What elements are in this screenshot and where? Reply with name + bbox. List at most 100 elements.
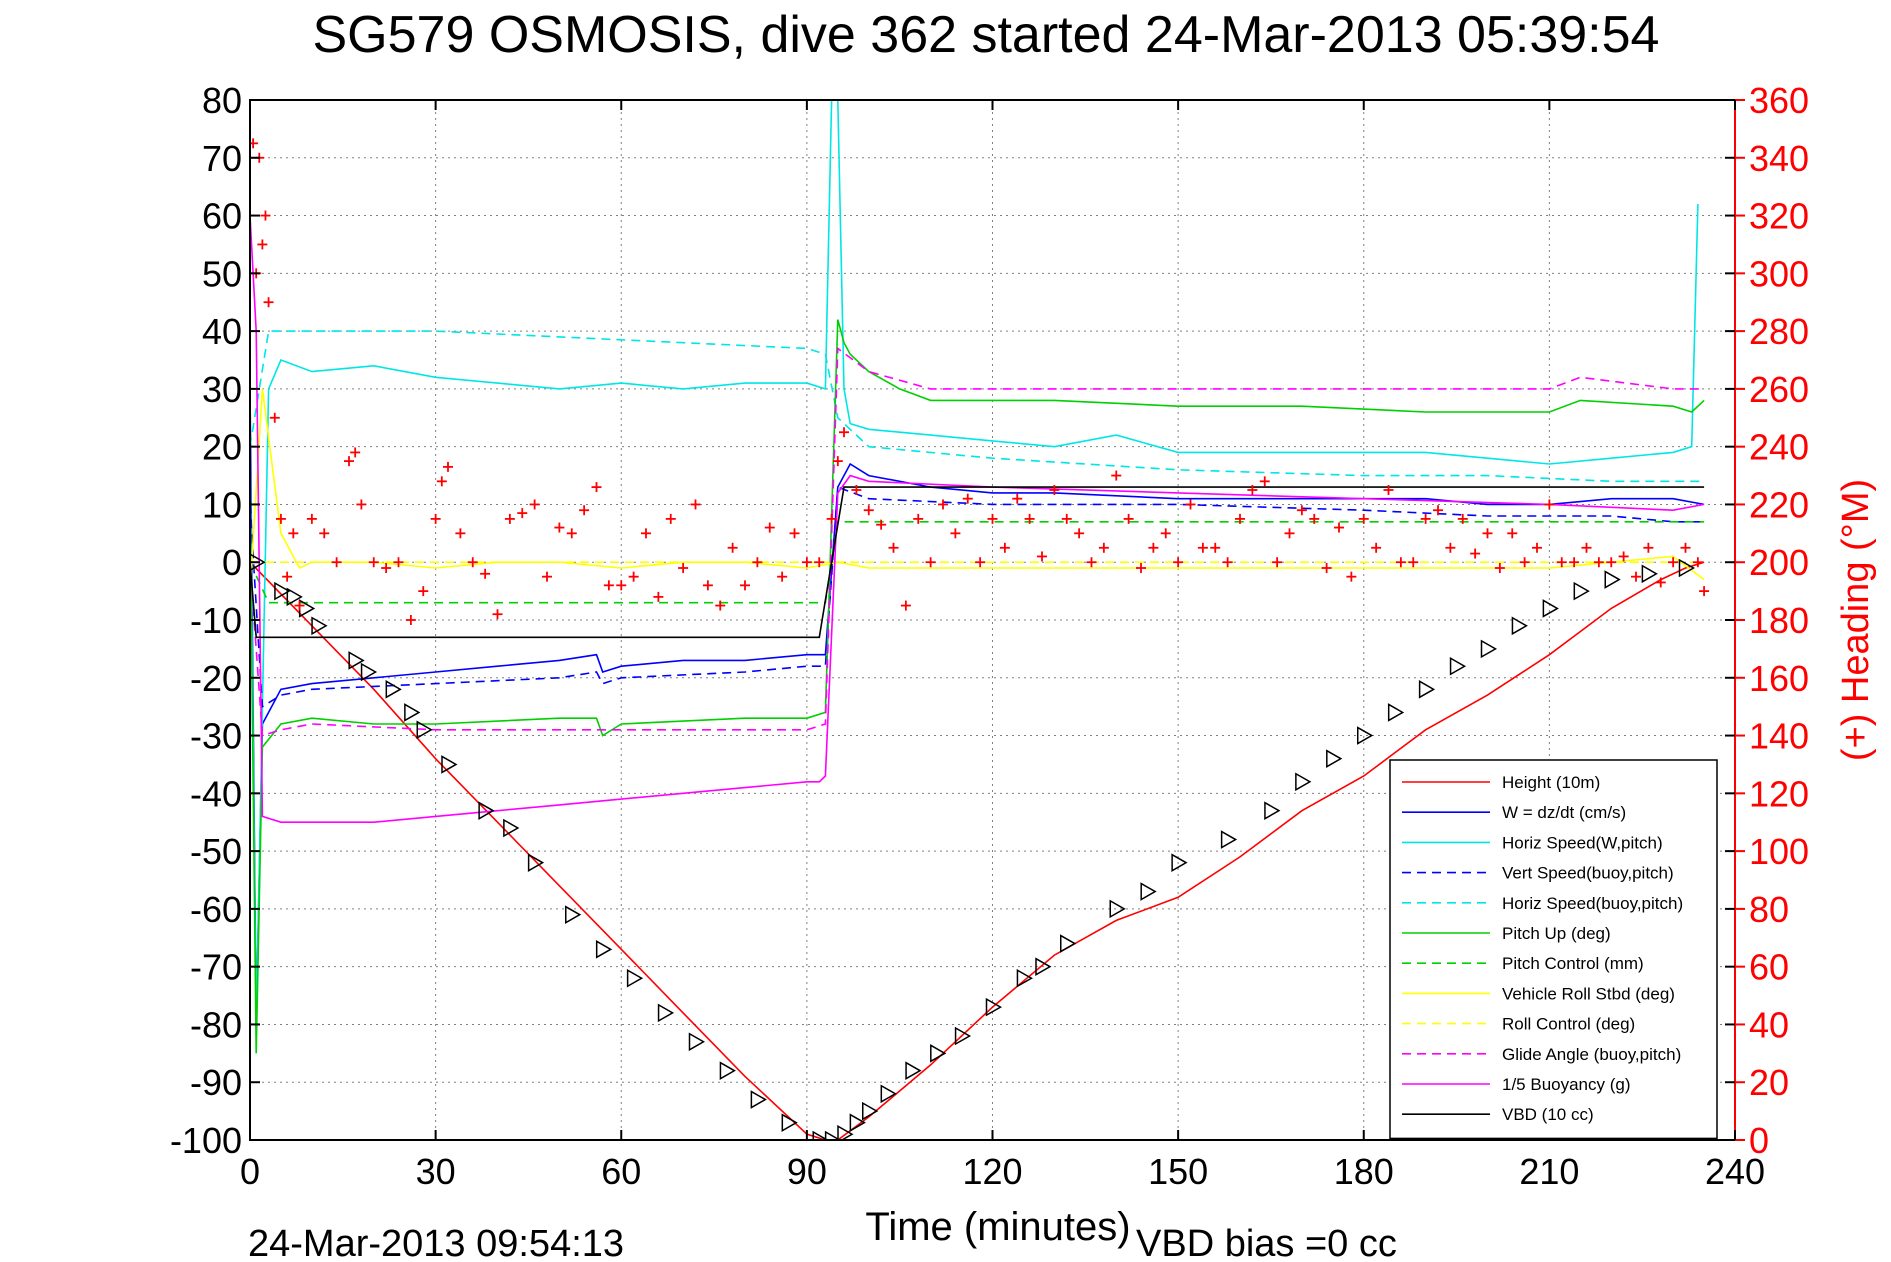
y-tick-label: 0 [222,542,242,583]
heading-marker [678,563,689,573]
x-tick-label: 240 [1705,1151,1765,1192]
triangle-marker [719,1061,736,1080]
heading-marker [814,557,825,568]
triangle-marker [595,940,613,959]
heading-marker [1482,528,1493,539]
triangle-marker [1480,639,1498,659]
triangle-marker [1641,564,1658,584]
legend-label: Vehicle Roll Stbd (deg) [1502,984,1675,1003]
y2-tick-label: 120 [1749,773,1809,814]
heading-marker [987,513,998,524]
heading-marker [288,528,299,539]
triangle-marker [1140,882,1157,901]
heading-marker [1519,557,1530,568]
triangle-marker [478,801,495,820]
heading-marker [1173,557,1184,568]
heading-marker [851,485,862,495]
heading-marker [331,557,342,568]
heading-marker [752,557,763,568]
heading-marker [269,412,280,423]
heading-marker [529,499,540,510]
heading-marker [1037,551,1047,562]
y2-tick-label: 340 [1749,138,1809,179]
series-line-11 [250,486,1705,639]
heading-marker [504,513,515,524]
x-tick-label: 120 [962,1151,1022,1192]
heading-marker [1160,528,1171,539]
heading-marker [1136,563,1146,573]
heading-marker [275,513,286,524]
triangle-marker [905,1061,922,1080]
y2-tick-label: 260 [1749,369,1809,410]
heading-marker [1544,499,1555,510]
triangle-marker [985,997,1003,1017]
heading-marker [1148,542,1159,553]
triangle-marker [1326,749,1343,768]
x-axis-label: Time (minutes) [865,1205,1130,1249]
y-tick-label: -80 [190,1004,242,1045]
heading-marker [1012,493,1023,504]
heading-marker [832,456,843,467]
triangle-marker [837,1124,854,1140]
triangle-marker [1220,830,1238,849]
triangle-marker [880,1084,897,1104]
triangle-marker [503,818,520,838]
heading-marker [1692,557,1703,568]
y-tick-label: -60 [190,889,242,930]
legend-label: 1/5 Buoyancy (g) [1502,1075,1631,1094]
heading-marker [443,461,453,472]
x-tick-label: 90 [787,1151,827,1192]
triangle-marker [1387,703,1405,722]
heading-marker [1433,505,1443,516]
heading-marker [319,528,330,539]
y2-tick-label: 200 [1749,542,1809,583]
heading-marker [368,557,379,568]
heading-marker [492,609,503,620]
heading-marker [616,580,627,591]
heading-marker [467,557,478,568]
triangle-marker [360,662,378,682]
heading-marker [1606,557,1617,568]
y-tick-label: -10 [190,600,242,641]
triangle-marker [1573,581,1590,601]
heading-marker [517,508,528,519]
heading-marker [653,591,664,602]
legend-label: Glide Angle (buoy,pitch) [1502,1045,1681,1064]
heading-marker [1259,476,1270,487]
y2-tick-label: 0 [1749,1120,1769,1161]
heading-marker [1272,557,1283,568]
y-tick-label: -40 [190,773,242,814]
heading-marker [1699,586,1710,597]
heading-marker [839,427,849,438]
y2-tick-label: 300 [1749,253,1809,294]
triangle-marker [1678,558,1696,578]
legend-label: Roll Control (deg) [1502,1015,1635,1034]
legend-label: Horiz Speed(W,pitch) [1502,833,1663,852]
heading-marker [925,557,936,568]
heading-marker [999,542,1010,553]
series-layer [250,100,1710,1140]
heading-marker [260,210,271,221]
heading-marker [418,586,429,597]
x-tick-label: 30 [416,1151,456,1192]
heading-marker [690,499,701,510]
heading-marker [1408,557,1419,568]
y-tick-label: 70 [202,138,242,179]
heading-marker [1556,557,1567,568]
heading-marker [1618,551,1629,562]
legend-label: VBD (10 cc) [1502,1105,1594,1124]
series-line-5 [250,319,1705,1054]
triangle-marker [1604,570,1621,589]
heading-marker [294,600,305,611]
triangle-marker [626,968,644,988]
y2-tick-label: 100 [1749,831,1809,872]
heading-marker [1346,571,1357,582]
y-tick-label: -90 [190,1062,242,1103]
series-line-7 [250,388,1705,592]
heading-marker [1049,485,1060,495]
heading-marker [1334,522,1344,533]
chart-title: SG579 OSMOSIS, dive 362 started 24-Mar-2… [313,6,1660,64]
heading-marker [641,528,651,539]
heading-marker [975,557,986,568]
heading-marker [436,476,447,487]
